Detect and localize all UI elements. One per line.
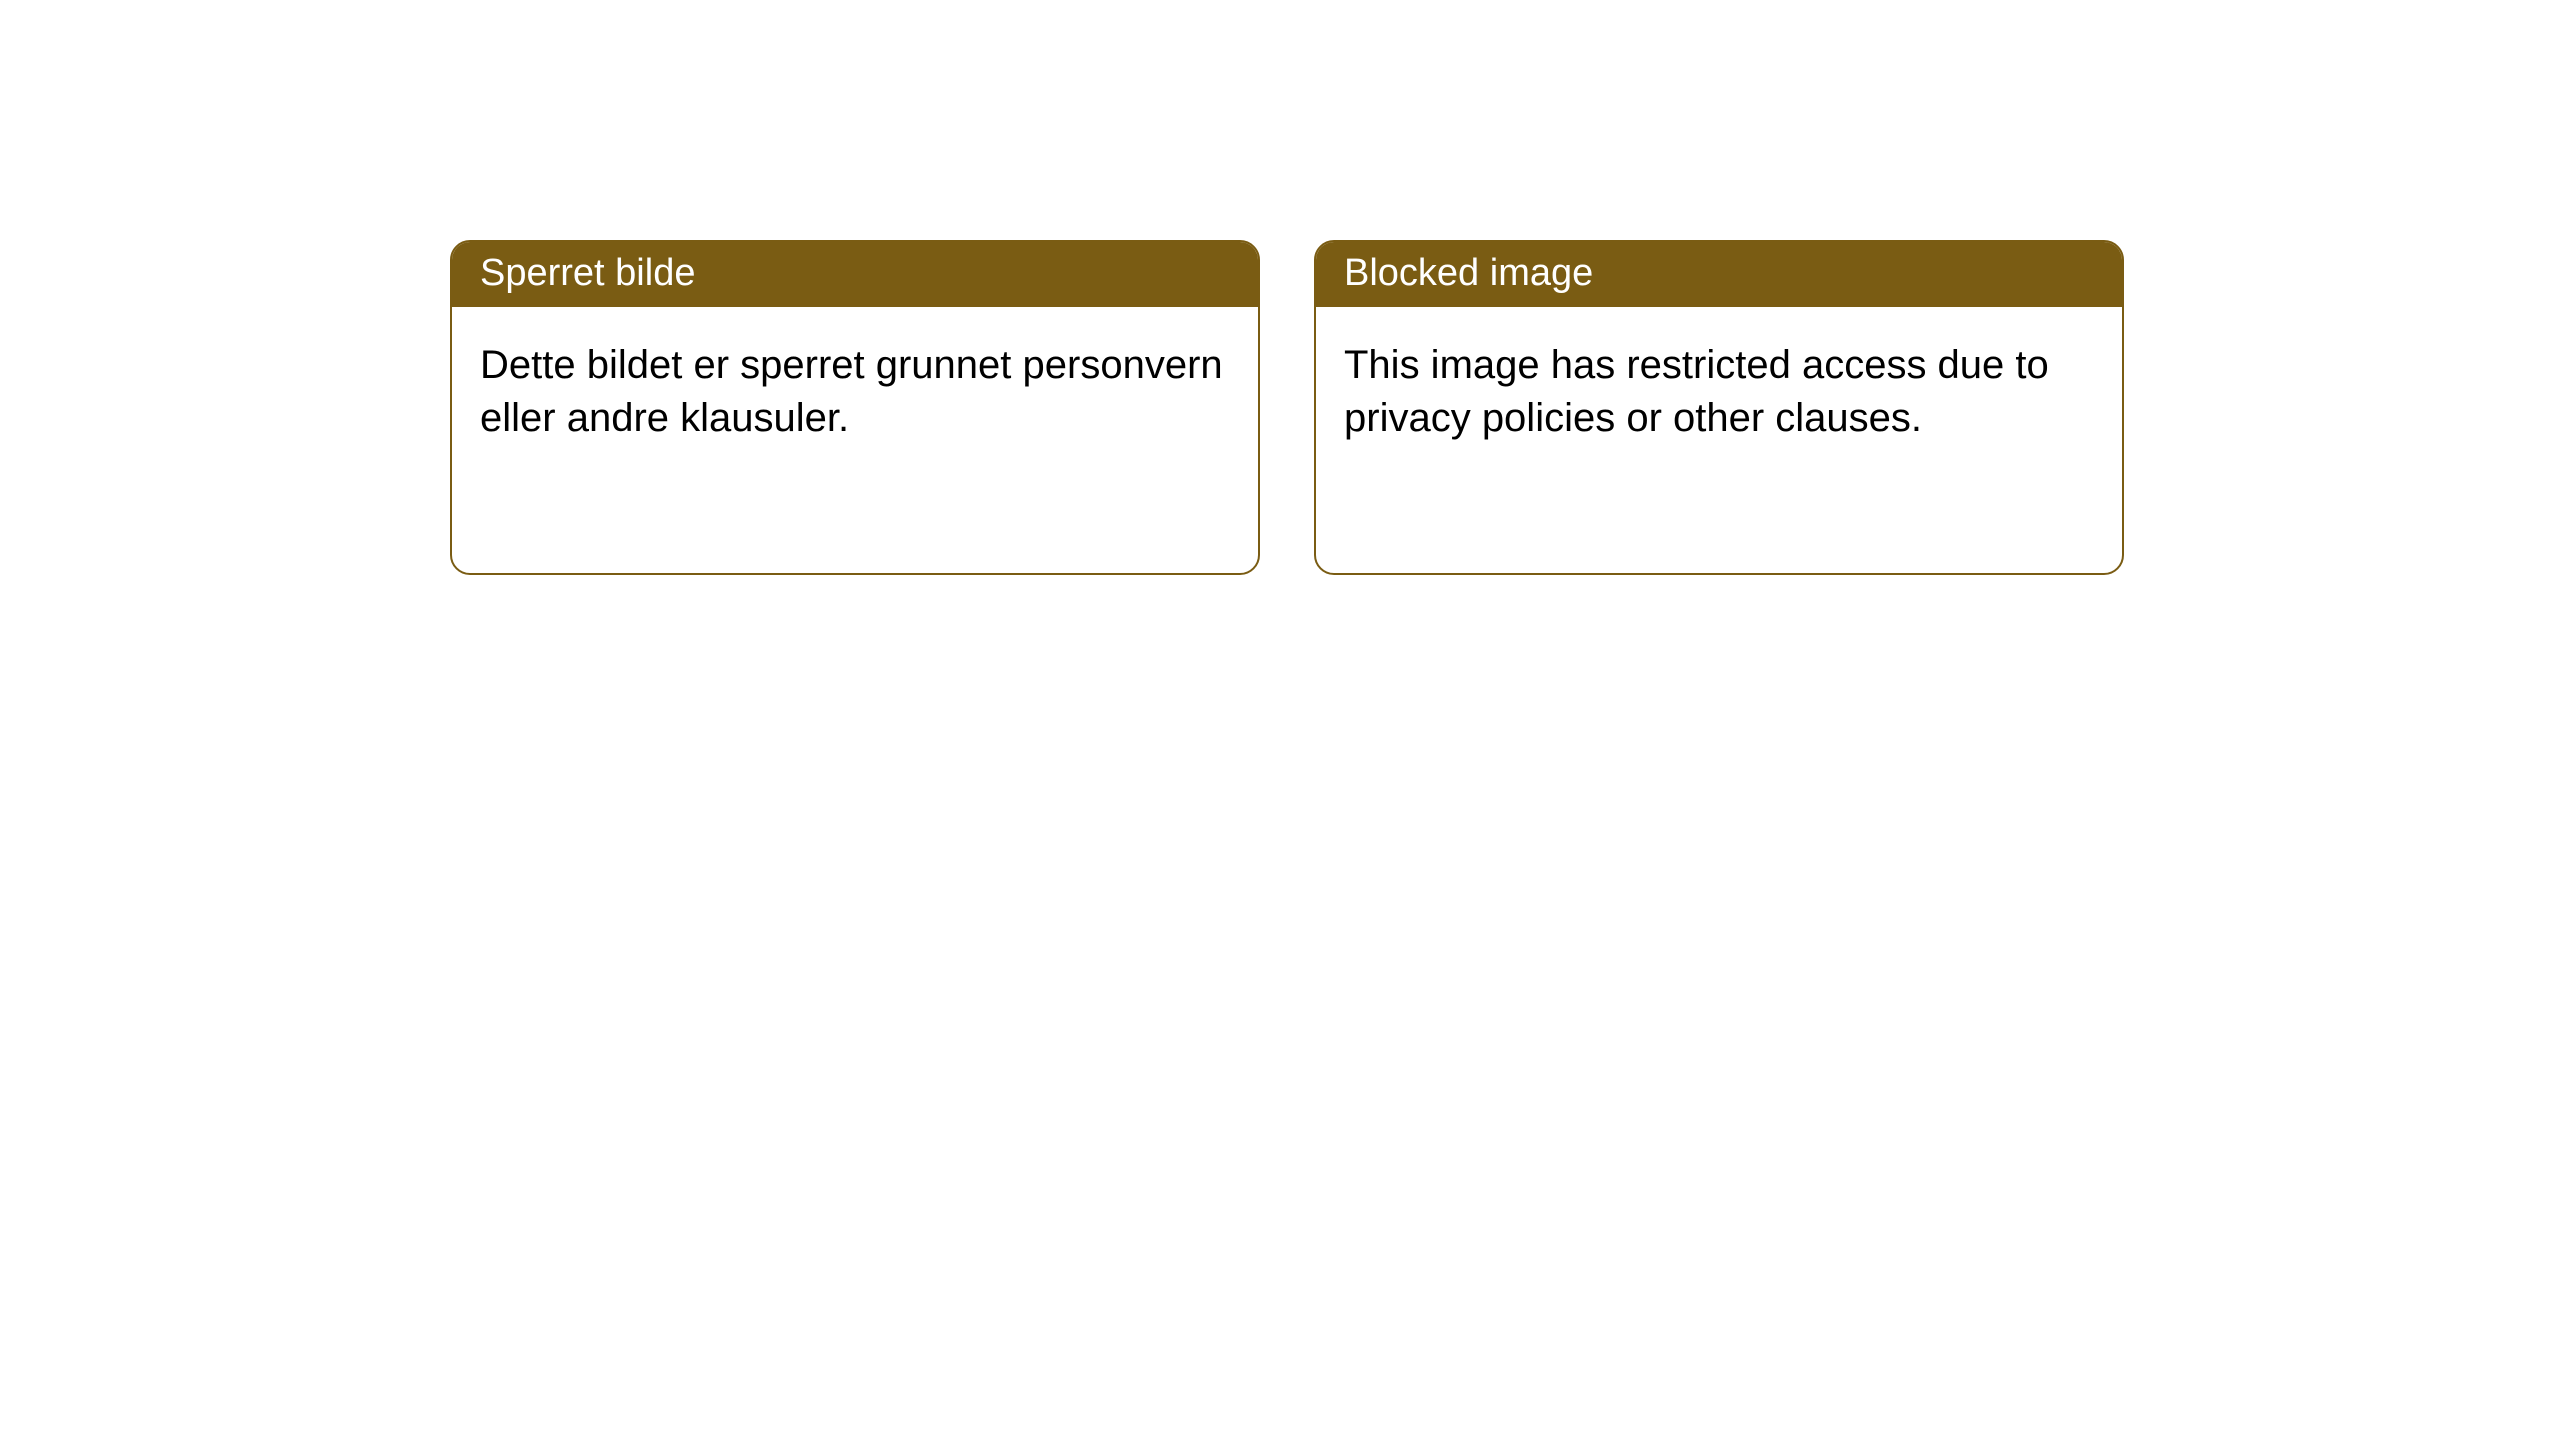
notice-header: Blocked image — [1316, 242, 2122, 307]
notice-header: Sperret bilde — [452, 242, 1258, 307]
notice-body-text: Dette bildet er sperret grunnet personve… — [480, 343, 1223, 440]
notice-title: Sperret bilde — [480, 252, 695, 294]
notice-title: Blocked image — [1344, 252, 1593, 294]
notice-body: Dette bildet er sperret grunnet personve… — [452, 307, 1258, 477]
notice-body: This image has restricted access due to … — [1316, 307, 2122, 477]
notice-body-text: This image has restricted access due to … — [1344, 343, 2049, 440]
notice-box-english: Blocked image This image has restricted … — [1314, 240, 2124, 575]
notice-box-norwegian: Sperret bilde Dette bildet er sperret gr… — [450, 240, 1260, 575]
notices-container: Sperret bilde Dette bildet er sperret gr… — [450, 240, 2124, 575]
